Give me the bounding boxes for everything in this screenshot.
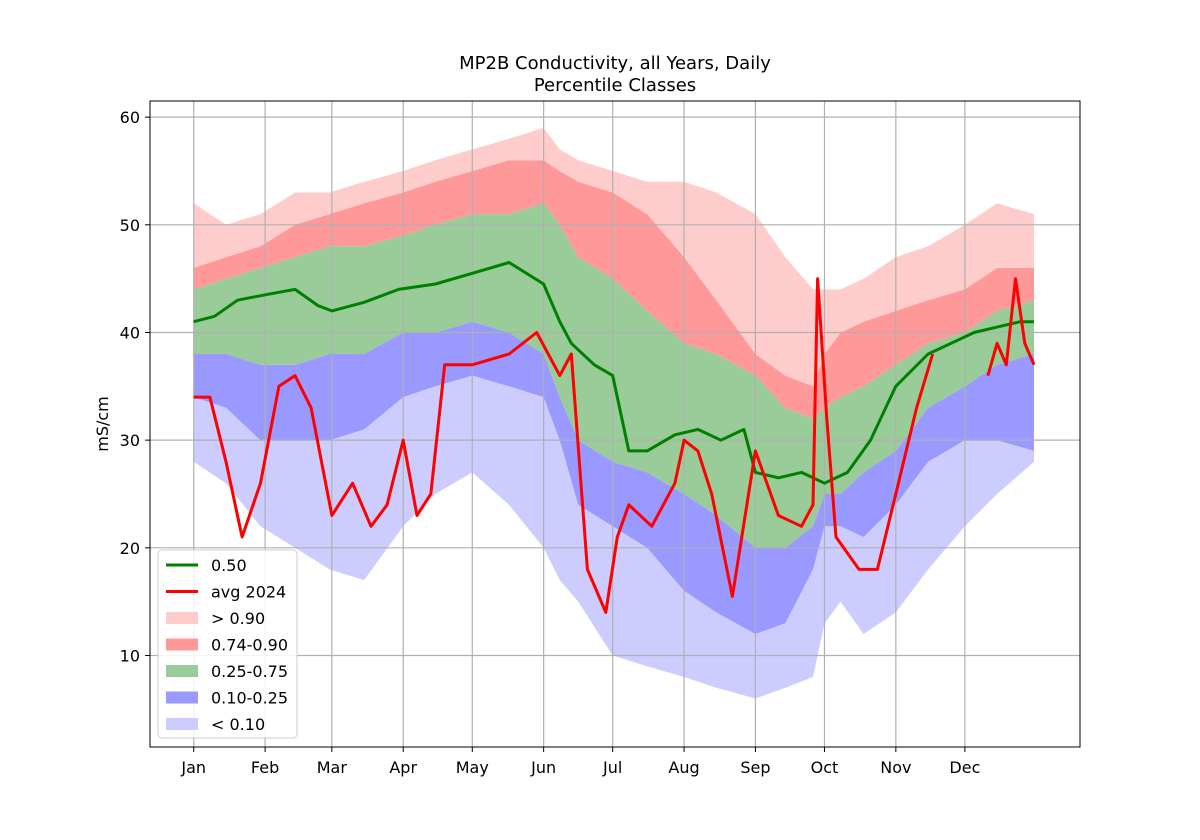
legend-swatch [166,718,198,730]
chart-subtitle: Percentile Classes [534,75,696,96]
x-tick-label: Jul [602,758,622,777]
legend-swatch [166,638,198,651]
legend-label: > 0.90 [211,609,265,628]
plot-frame [149,100,1081,748]
legend-label: 0.10-0.25 [211,689,288,708]
chart-title: MP2B Conductivity, all Years, Daily [459,53,771,74]
series-line-0 [193,261,1034,485]
legend: 0.50 avg 2024 > 0.90 0.74-0.90 0.25-0.75 0.10… [157,549,298,739]
band-0.10-0.25 [193,321,1034,634]
y-tick-label: 10 [120,646,140,665]
x-tick-label: Jun [530,758,556,777]
x-tick-label: Apr [389,758,417,777]
y-tick-label: 30 [120,431,140,450]
legend-label: 0.74-0.90 [211,636,288,655]
legend-label: < 0.10 [211,715,265,734]
x-tick-label: Sep [740,758,770,777]
series-lines [193,261,1036,614]
x-tick-label: Oct [811,758,839,777]
legend-swatch [166,691,198,704]
x-tick-label: Dec [949,758,980,777]
x-tick-label: Feb [251,758,279,777]
x-tick-label: Aug [668,758,699,777]
y-axis-label: mS/cm [93,396,112,452]
y-tick-label: 50 [120,216,140,235]
y-tick-label: 20 [120,539,140,558]
legend-label: 0.50 [211,556,247,575]
y-axis-ticks: 10 20 30 40 50 60 [120,108,150,665]
x-axis-ticks: Jan Feb Mar Apr May Jun Jul Aug Sep Oct Nov Dec [180,747,980,777]
legend-label: 0.25-0.75 [211,662,288,681]
x-tick-label: Mar [317,758,348,777]
grid-lines [150,101,1080,747]
y-tick-label: 60 [120,108,140,127]
x-tick-label: Jan [180,758,206,777]
x-tick-label: Nov [880,758,911,777]
legend-label: avg 2024 [211,583,286,602]
series-line-2 [986,277,1036,377]
legend-swatch [166,612,198,624]
series-line-1 [193,277,935,614]
x-tick-label: May [456,758,489,777]
y-tick-label: 40 [120,323,140,342]
legend-box [157,549,298,739]
legend-swatch [166,665,198,677]
